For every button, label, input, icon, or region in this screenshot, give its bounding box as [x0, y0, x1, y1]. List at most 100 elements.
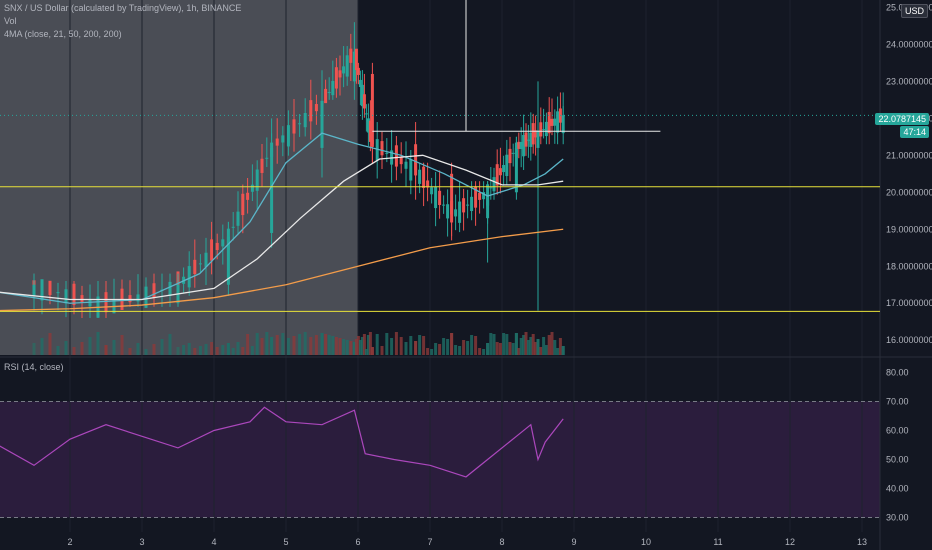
- volume-bar: [309, 337, 313, 355]
- candle-body: [508, 148, 512, 164]
- volume-bar: [438, 344, 442, 355]
- volume-bar: [446, 339, 450, 355]
- volume-bar: [255, 333, 259, 355]
- volume-bar: [56, 346, 60, 355]
- candle-body: [531, 123, 535, 145]
- price-tick-label: 19.0000000: [886, 224, 932, 234]
- volume-bar: [270, 337, 274, 355]
- candle-body: [380, 141, 384, 156]
- candle-body: [434, 186, 438, 209]
- volume-bar: [334, 337, 338, 355]
- volume-bar: [358, 340, 362, 355]
- candle-body: [334, 67, 338, 89]
- candle-body: [430, 187, 434, 195]
- volume-bar: [536, 339, 540, 355]
- time-tick-label: 6: [355, 537, 360, 547]
- candle-body: [438, 190, 442, 206]
- candle-body: [458, 201, 462, 223]
- volume-bar: [547, 335, 551, 355]
- volume-bar: [418, 335, 422, 355]
- candle-body: [534, 130, 538, 138]
- candle-body: [221, 239, 225, 247]
- volume-bar: [553, 340, 557, 355]
- volume-bar: [275, 335, 279, 355]
- candle-body: [544, 121, 548, 137]
- candle-body: [324, 88, 328, 104]
- candle-body: [338, 70, 342, 78]
- volume-bar: [338, 338, 342, 355]
- candle-body: [56, 292, 60, 294]
- candle-body: [210, 239, 214, 261]
- volume-bar: [422, 336, 426, 355]
- candle-body: [352, 51, 356, 82]
- candle-body: [309, 100, 313, 122]
- candle-body: [492, 177, 496, 192]
- volume-bar: [221, 345, 225, 355]
- volume-bar: [176, 347, 180, 355]
- candle-body: [255, 169, 259, 191]
- time-tick-label: 10: [641, 537, 651, 547]
- candle-body: [356, 67, 360, 75]
- volume-bar: [360, 337, 364, 355]
- candle-body: [168, 281, 172, 297]
- volume-bar: [486, 343, 490, 355]
- rsi-tick-label: 40.00: [886, 484, 909, 494]
- moving-average-line: [0, 132, 564, 304]
- candle-body: [226, 236, 230, 285]
- volume-bar: [529, 337, 533, 355]
- candle-body: [394, 145, 398, 167]
- candle-body: [542, 129, 546, 131]
- candle-body: [547, 111, 551, 134]
- candle-body: [327, 92, 331, 94]
- candle-body: [414, 144, 418, 171]
- time-tick-label: 11: [713, 537, 722, 547]
- volume-bar: [430, 349, 434, 355]
- volume-bar: [370, 347, 374, 355]
- candle-body: [281, 135, 285, 143]
- candle-body: [486, 192, 490, 219]
- candle-body: [342, 66, 346, 74]
- volume-bar: [342, 339, 346, 355]
- chart-title: SNX / US Dollar (calculated by TradingVi…: [4, 3, 242, 13]
- rsi-label: RSI (14, close): [4, 362, 64, 372]
- volume-bar: [482, 349, 486, 355]
- candle-body: [399, 157, 403, 165]
- volume-bar: [434, 343, 438, 355]
- price-tick-label: 18.0000000: [886, 261, 932, 271]
- volume-bar: [168, 334, 172, 355]
- candle-body: [526, 139, 530, 141]
- candle-body: [478, 192, 482, 200]
- volume-bar: [492, 334, 496, 355]
- volume-bar: [556, 348, 560, 355]
- volume-bar: [409, 336, 413, 355]
- currency-badge[interactable]: USD: [900, 4, 928, 18]
- volume-bar: [558, 338, 562, 355]
- candle-body: [286, 125, 290, 147]
- volume-bar: [187, 343, 191, 355]
- volume-bar: [385, 333, 389, 355]
- rsi-band: [0, 401, 880, 518]
- candle-body: [442, 204, 446, 206]
- candle-body: [502, 164, 506, 173]
- candle-body: [354, 48, 358, 71]
- volume-bar: [531, 334, 535, 355]
- volume-bar: [160, 339, 164, 355]
- volume-bar: [454, 345, 458, 355]
- candle-body: [553, 118, 557, 126]
- volume-bar: [320, 333, 324, 355]
- volume-bar: [505, 334, 509, 355]
- rsi-tick-label: 80.00: [886, 368, 909, 378]
- volume-bar: [260, 338, 264, 355]
- volume-bar: [210, 342, 214, 355]
- time-tick-label: 9: [571, 537, 576, 547]
- candle-body: [215, 242, 219, 251]
- volume-bar: [215, 347, 219, 355]
- volume-bar: [250, 346, 254, 355]
- volume-bar: [331, 336, 335, 355]
- volume-bar: [136, 343, 140, 355]
- moving-average-line: [0, 154, 564, 301]
- rsi-tick-label: 70.00: [886, 397, 909, 407]
- candle-body: [514, 147, 518, 193]
- volume-bar: [96, 332, 100, 355]
